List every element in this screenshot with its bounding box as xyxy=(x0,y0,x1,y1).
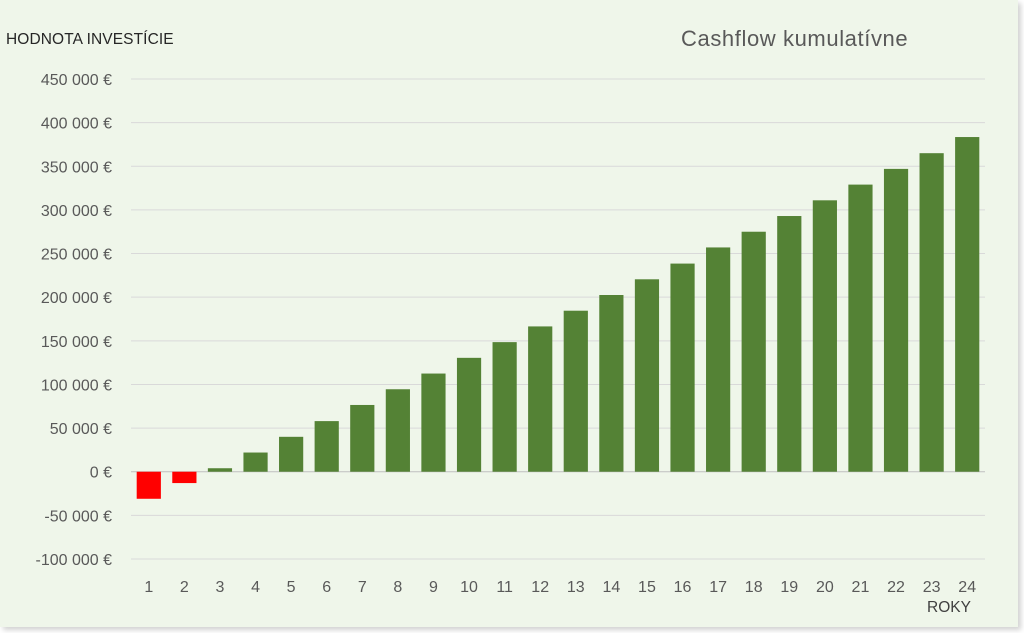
bar xyxy=(385,389,410,472)
bar xyxy=(421,373,446,472)
x-tick-labels: 1 2 3 4 5 6 7 8 9 10 11 12 13 14 15 16 17 18 19 20 21 22 23 24 xyxy=(144,579,976,596)
x-tick-label: 11 xyxy=(496,579,513,596)
x-tick-label: 6 xyxy=(322,579,331,596)
x-tick-label: 20 xyxy=(816,579,834,596)
bar xyxy=(350,404,375,472)
bar xyxy=(136,471,161,499)
y-tick-label: 0 € xyxy=(90,465,112,482)
x-tick-label: 17 xyxy=(709,579,727,596)
bar xyxy=(706,247,731,472)
x-axis-label: ROKY xyxy=(927,599,971,616)
y-tick-label: 50 000 € xyxy=(50,421,112,438)
x-tick-label: 4 xyxy=(251,579,260,596)
x-tick-label: 7 xyxy=(358,579,367,596)
bar xyxy=(848,184,873,472)
x-tick-label: 3 xyxy=(216,579,225,596)
x-tick-label: 8 xyxy=(393,579,402,596)
bar xyxy=(314,421,339,472)
x-tick-label: 2 xyxy=(180,579,189,596)
gridlines xyxy=(131,78,985,560)
x-tick-label: 1 xyxy=(144,579,153,596)
y-axis-label: HODNOTA INVESTÍCIE xyxy=(6,31,174,48)
bar xyxy=(243,452,268,472)
bar xyxy=(670,263,695,472)
bar xyxy=(919,153,944,472)
x-tick-label: 12 xyxy=(531,579,549,596)
x-tick-label: 23 xyxy=(923,579,941,596)
x-tick-label: 19 xyxy=(780,579,798,596)
bar xyxy=(456,357,482,472)
y-tick-label: 350 000 € xyxy=(41,159,112,176)
x-tick-label: 10 xyxy=(460,579,478,596)
bar xyxy=(563,310,588,472)
x-tick-label: 21 xyxy=(852,579,870,596)
x-tick-label: 13 xyxy=(567,579,585,596)
y-tick-labels: 450 000 € 400 000 € 350 000 € 300 000 € 250 … xyxy=(35,72,112,569)
x-tick-label: 9 xyxy=(429,579,438,596)
x-tick-label: 22 xyxy=(887,579,905,596)
x-tick-label: 16 xyxy=(674,579,692,596)
x-tick-label: 14 xyxy=(602,579,620,596)
chart-title: Cashflow kumulatívne xyxy=(681,26,909,51)
bar xyxy=(279,436,304,472)
y-tick-label: 450 000 € xyxy=(41,72,112,89)
y-tick-label: 200 000 € xyxy=(41,290,112,307)
bar xyxy=(883,168,909,472)
bar xyxy=(599,295,624,472)
bar xyxy=(777,216,802,472)
bar xyxy=(955,137,980,472)
y-tick-label: 100 000 € xyxy=(41,377,112,394)
y-tick-label: 300 000 € xyxy=(41,203,112,220)
bar xyxy=(172,471,197,484)
x-tick-label: 5 xyxy=(287,579,296,596)
y-tick-label: -100 000 € xyxy=(35,552,112,569)
bar xyxy=(634,279,660,472)
x-tick-label: 18 xyxy=(745,579,763,596)
bar xyxy=(492,342,517,472)
bar xyxy=(207,468,233,472)
x-tick-label: 24 xyxy=(958,579,976,596)
y-tick-label: 250 000 € xyxy=(41,247,112,264)
bar xyxy=(741,231,766,472)
x-tick-label: 15 xyxy=(638,579,656,596)
y-tick-label: 150 000 € xyxy=(41,334,112,351)
bar xyxy=(812,200,837,472)
y-tick-label: -50 000 € xyxy=(44,508,112,525)
bar xyxy=(528,326,553,472)
y-tick-label: 400 000 € xyxy=(41,116,112,133)
bars xyxy=(136,137,980,499)
